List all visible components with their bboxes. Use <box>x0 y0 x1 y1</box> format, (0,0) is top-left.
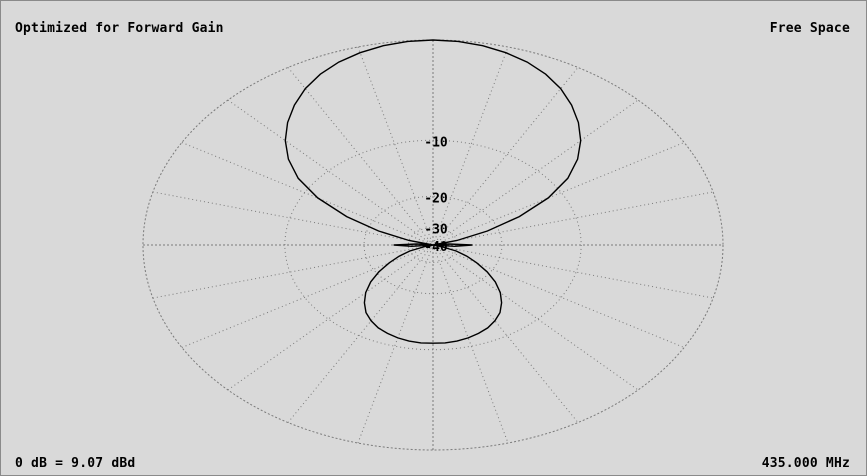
plot-condition: Free Space <box>769 21 850 36</box>
ring-label-30db: -30 <box>424 223 448 238</box>
grid-ring-0db <box>142 39 724 451</box>
plot-title: Optimized for Forward Gain <box>15 21 224 36</box>
grid-spoke-15deg <box>357 46 509 444</box>
grid-spoke-30deg <box>287 67 579 423</box>
frequency-label: 435.000 MHz <box>761 456 850 471</box>
ring-label-10db: -10 <box>424 135 448 150</box>
grid-ring-10db <box>284 139 582 351</box>
reference-gain-label: 0 dB = 9.07 dBd <box>15 456 136 471</box>
grid-spoke-120deg <box>181 142 685 348</box>
grid-spoke-165deg <box>357 46 509 444</box>
pattern-trace <box>284 39 582 344</box>
grid-spoke-60deg <box>181 142 685 348</box>
grid-spoke-150deg <box>287 67 579 423</box>
ring-label-40db: -40 <box>424 240 448 255</box>
ring-label-20db: -20 <box>424 191 448 206</box>
